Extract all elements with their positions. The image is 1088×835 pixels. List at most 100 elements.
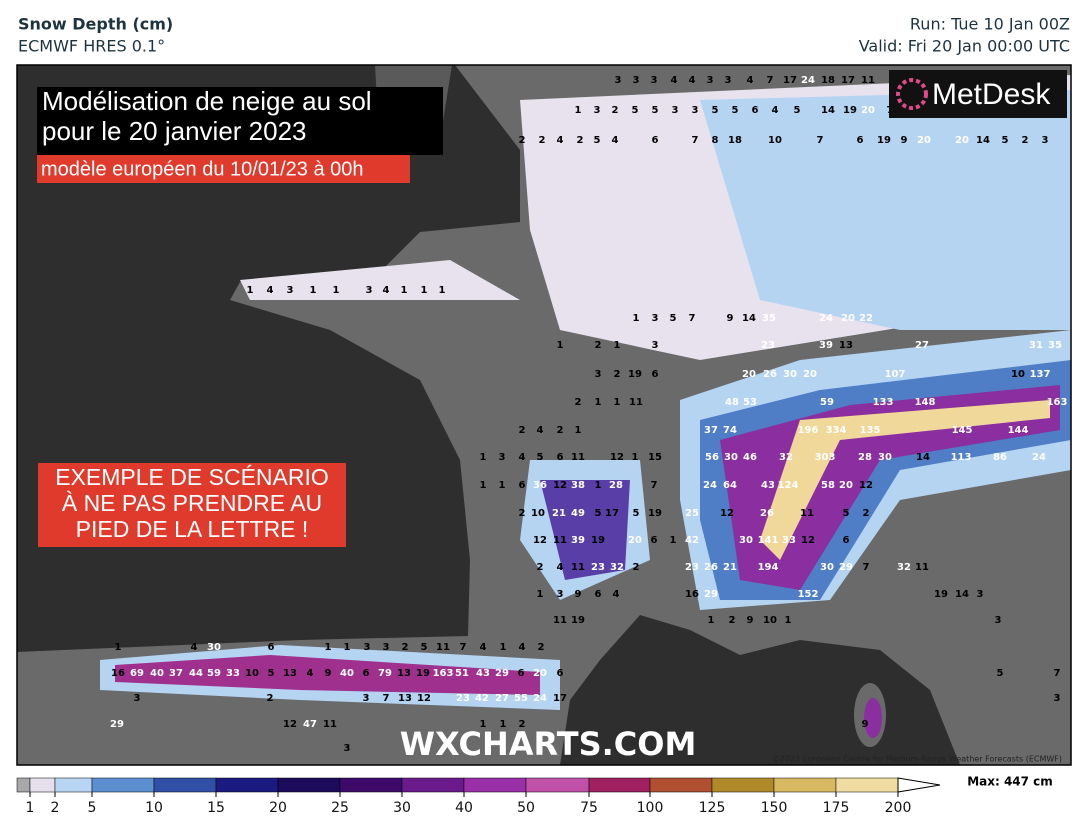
depth-label: 20 [955, 135, 969, 146]
depth-label: 24 [1032, 452, 1046, 463]
depth-label: 7 [651, 480, 658, 491]
depth-label: 24 [819, 313, 833, 324]
depth-label: 10 [245, 668, 259, 679]
logo: MetDesk [932, 78, 1051, 111]
depth-label: 18 [728, 135, 742, 146]
depth-label: 20 [803, 369, 817, 380]
legend-segment [835, 777, 899, 793]
legend-tick-label: 125 [699, 800, 726, 816]
depth-label: 152 [798, 589, 819, 600]
depth-label: 145 [952, 425, 973, 436]
depth-label: 4 [557, 135, 564, 146]
depth-label: 124 [778, 480, 799, 491]
depth-label: 1 [633, 313, 640, 324]
depth-label: 3 [364, 642, 371, 653]
depth-label: 137 [1030, 369, 1051, 380]
depth-label: 40 [340, 668, 354, 679]
depth-label: 2 [612, 105, 619, 116]
depth-label: 9 [575, 589, 582, 600]
legend-tick-label: 20 [269, 800, 287, 816]
depth-label: 10 [768, 135, 782, 146]
legend-segment [773, 777, 837, 793]
legend-tick-label: 10 [145, 800, 163, 816]
depth-label: 17 [783, 75, 797, 86]
depth-label: 3 [499, 452, 506, 463]
depth-label: 29 [704, 589, 718, 600]
depth-label: 27 [915, 340, 929, 351]
depth-label: 4 [537, 425, 544, 436]
depth-label: 17 [553, 693, 567, 704]
depth-label: 6 [557, 452, 564, 463]
depth-label: 4 [191, 642, 198, 653]
depth-label: 2 [519, 425, 526, 436]
legend-segment [339, 777, 403, 793]
depth-label: 194 [758, 562, 779, 573]
depth-label: 5 [732, 105, 739, 116]
depth-label: 33 [782, 535, 796, 546]
depth-label: 1 [480, 452, 487, 463]
depth-label: 3 [977, 589, 984, 600]
depth-label: 1 [247, 285, 254, 296]
depth-label: 53 [743, 397, 757, 408]
depth-label: 1 [785, 615, 792, 626]
depth-label: 1 [595, 480, 602, 491]
depth-label: 12 [610, 452, 624, 463]
depth-label: 74 [723, 425, 737, 436]
depth-label: 2 [1022, 135, 1029, 146]
depth-label: 56 [705, 452, 719, 463]
depth-label: 3 [1054, 693, 1061, 704]
depth-label: 20 [841, 313, 855, 324]
depth-label: 32 [779, 452, 793, 463]
depth-label: 5 [843, 508, 850, 519]
depth-label: 2 [538, 642, 545, 653]
depth-label: 3 [725, 75, 732, 86]
depth-label: 8 [712, 135, 719, 146]
depth-label: 19 [571, 615, 585, 626]
legend-tick-label: 15 [207, 800, 225, 816]
legend-tick-label: 30 [393, 800, 411, 816]
depth-label: 1 [614, 340, 621, 351]
depth-label: 30 [878, 452, 892, 463]
map-labels: 3334433471724181711132553355645141920722… [110, 75, 1067, 754]
depth-label: 3 [383, 642, 390, 653]
depth-label: 2 [577, 135, 584, 146]
title: Snow Depth (cm) [18, 15, 173, 34]
legend-tick-label: 150 [761, 800, 788, 816]
depth-label: 16 [685, 589, 699, 600]
depth-label: 13 [839, 340, 853, 351]
logo-icon [896, 78, 928, 110]
overlay-subtitle: modèle européen du 10/01/23 à 00h [41, 158, 364, 180]
depth-label: 15 [648, 452, 662, 463]
depth-label: 6 [752, 105, 759, 116]
overlay-title-box [37, 87, 443, 155]
depth-label: 1 [557, 340, 564, 351]
depth-label: 3 [344, 743, 351, 754]
depth-label: 20 [742, 369, 756, 380]
depth-label: 2 [595, 340, 602, 351]
snow-blue [700, 90, 1071, 330]
depth-label: 7 [460, 642, 467, 653]
depth-label: 40 [150, 668, 164, 679]
depth-label: 47 [303, 719, 317, 730]
depth-label: 20 [861, 105, 875, 116]
depth-label: 46 [743, 452, 757, 463]
depth-label: 3 [633, 75, 640, 86]
depth-label: 6 [652, 135, 659, 146]
depth-label: 334 [826, 425, 847, 436]
overlay-title: Modélisation de neige au sol [42, 86, 372, 116]
depth-label: 2 [575, 397, 582, 408]
depth-label: 26 [760, 508, 774, 519]
depth-label: 11 [571, 562, 585, 573]
depth-label: 23 [685, 562, 699, 573]
depth-label: 3 [651, 75, 658, 86]
depth-label: 79 [378, 668, 392, 679]
legend-segment [29, 777, 56, 793]
legend-tick-label: 50 [517, 800, 535, 816]
depth-label: 39 [819, 340, 833, 351]
depth-label: 1 [401, 285, 408, 296]
depth-label: 1 [480, 719, 487, 730]
depth-label: 7 [817, 135, 824, 146]
depth-label: 43 [476, 668, 490, 679]
depth-label: 6 [651, 535, 658, 546]
